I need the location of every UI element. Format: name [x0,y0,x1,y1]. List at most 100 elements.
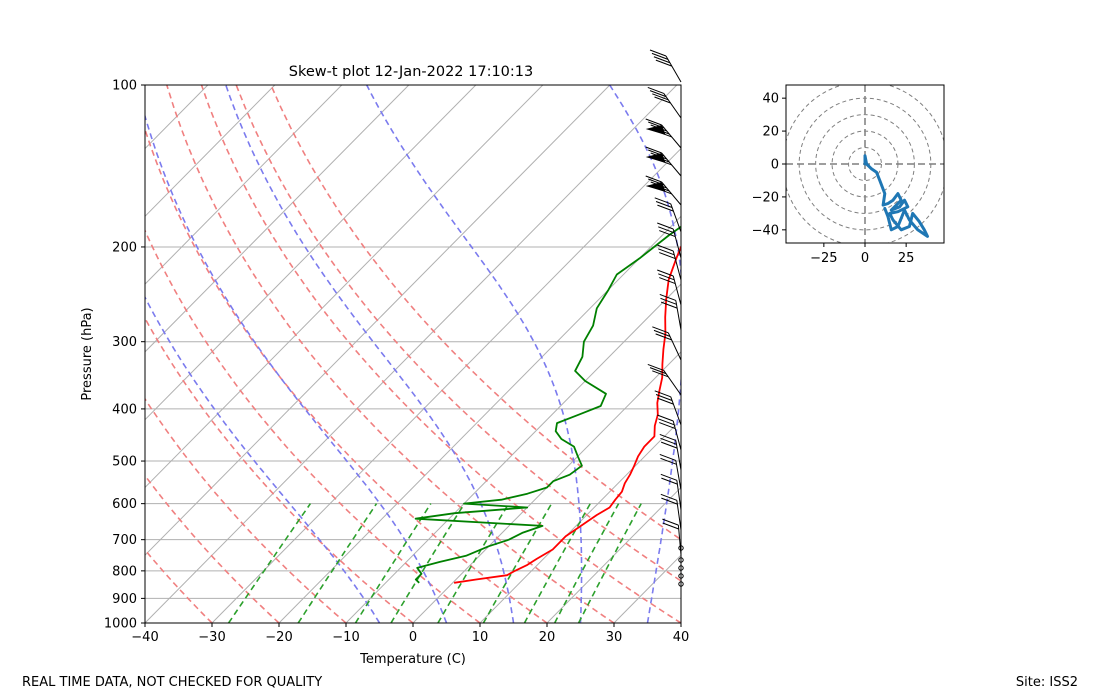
isotherm-line [145,85,477,421]
mixing-ratio-line [523,503,591,623]
mixing-ratio-line [437,503,510,623]
barb-flag [657,204,674,212]
barb-staff [672,420,682,451]
barb-staff [675,460,682,491]
y-tick-label: 900 [112,592,137,607]
isotherm-line [145,85,343,285]
barb-staff [667,332,682,361]
hodograph-y-tick-label: 20 [762,125,779,140]
barb-flag [658,226,675,234]
y-tick-label: 1000 [104,617,137,632]
dewpoint-trace [414,225,681,584]
isotherm-line [0,85,7,623]
wind-barb [647,363,682,396]
barb-staff [675,440,682,471]
isotherm-line [278,215,681,623]
x-tick-label: −40 [131,630,158,645]
barb-pennant [645,125,666,135]
barb-flag [659,230,676,238]
barb-flag [660,301,678,309]
wind-barb [657,269,682,306]
y-tick-label: 200 [112,240,137,255]
wind-barb [660,473,682,511]
barb-flag [662,522,679,530]
x-tick-label: −30 [198,630,225,645]
isotherm-line [145,85,611,556]
x-tick-label: −10 [332,630,359,645]
barb-flag [660,473,678,481]
x-axis-label: Temperature (C) [359,652,466,667]
wind-barb [645,118,682,149]
barb-flag [654,197,671,205]
barb-flag [659,252,676,260]
barb-flag [659,433,676,441]
barb-flag [661,497,678,505]
mixing-ratio-line [297,503,378,623]
isotherm-line [145,85,410,353]
barb-staff [672,228,682,259]
moist-adiabat [609,85,681,623]
barb-flag [645,118,662,126]
skew-t-ticks: −40 −30 −20 −10 0 10 20 30 40 1000 900 800 700 600 500… [104,79,689,646]
barb-flag [654,96,671,104]
dry-adiabat [166,85,615,623]
wind-barb [657,222,682,259]
barb-flag [657,269,674,277]
calm-wind-marker [678,557,684,563]
barb-flag [657,244,674,252]
hodograph-y-tick-label: −20 [752,190,779,205]
wind-barb [659,453,682,491]
barb-flag [658,273,675,281]
hodograph-line [863,154,929,238]
wind-barb [654,197,682,233]
isotherm-line [680,622,681,623]
y-tick-label: 500 [112,455,137,470]
isotherm-line [145,85,276,218]
barb-pennant [645,153,666,163]
barb-flag [660,297,677,305]
barb-flag [658,418,675,426]
x-tick-label: 30 [606,630,623,645]
barb-flag [649,49,667,57]
calm-wind-marker [678,545,684,551]
barb-flag [658,248,675,256]
barb-flag [657,222,674,230]
barb-flag [657,414,674,422]
barb-staff [663,370,682,396]
barb-flag [654,390,671,398]
hodograph-x-tick-label: −25 [810,251,837,266]
isotherm-line [546,486,681,623]
x-tick-label: 40 [673,630,690,645]
site-label: Site: ISS2 [1016,675,1078,690]
y-tick-label: 400 [112,402,137,417]
barb-flag [655,333,672,341]
barb-flag [660,437,677,445]
barb-flag [652,93,669,101]
barb-flag [659,277,676,285]
barb-flag [659,453,676,461]
dry-adiabat [145,397,347,623]
y-tick-label: 600 [112,497,137,512]
barb-flag [652,370,669,378]
barb-flag [659,422,676,430]
barb-staff [670,396,682,426]
barb-flag [655,394,673,401]
barb-pennant [645,182,666,192]
dry-adiabat [145,228,481,623]
mixing-ratio-line [227,503,312,623]
chart-title: Skew-t plot 12-Jan-2022 17:10:13 [289,64,534,80]
quality-note: REAL TIME DATA, NOT CHECKED FOR QUALITY [22,675,322,690]
hodograph-y-tick-label: 0 [771,158,779,173]
temperature-trace [453,244,681,584]
isotherm-line [211,147,681,623]
hodograph-x-tick-label: 0 [861,251,869,266]
skew-t-grid [0,85,681,623]
hodograph-trace [863,154,929,238]
mixing-ratio-line [390,503,465,623]
dry-adiabat [145,548,213,623]
moist-adiabat [225,85,515,623]
barb-flag [655,201,673,208]
dry-adiabat [235,85,681,582]
wind-barb [652,326,682,361]
